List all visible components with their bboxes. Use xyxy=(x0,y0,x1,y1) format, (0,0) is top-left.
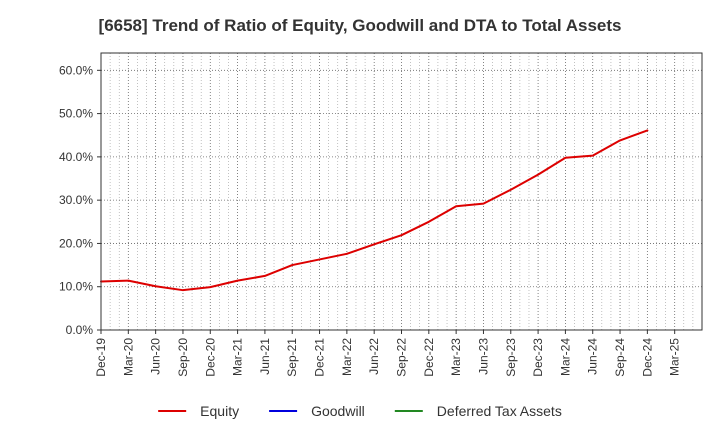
x-tick-label: Dec-22 xyxy=(422,338,436,377)
x-tick-label: Sep-20 xyxy=(176,338,190,377)
legend: Equity Goodwill Deferred Tax Assets xyxy=(158,403,562,419)
x-tick-label: Jun-24 xyxy=(586,338,600,375)
y-tick-label: 0.0% xyxy=(66,323,94,337)
series-line-equity xyxy=(100,129,649,292)
x-tick-label: Mar-24 xyxy=(558,338,572,376)
x-tick-label: Sep-24 xyxy=(613,338,627,377)
x-tick-label: Mar-20 xyxy=(121,338,135,376)
legend-label-goodwill: Goodwill xyxy=(311,403,365,419)
x-tick-label: Jun-22 xyxy=(367,338,381,375)
x-tick-label: Mar-21 xyxy=(231,338,245,376)
legend-label-equity: Equity xyxy=(200,403,239,419)
x-tick-label: Sep-21 xyxy=(285,338,299,377)
grid xyxy=(100,53,703,331)
y-tick-label: 50.0% xyxy=(59,107,93,121)
y-tick-label: 20.0% xyxy=(59,236,93,250)
x-tick-label: Dec-20 xyxy=(203,338,217,377)
x-tick-label: Jun-20 xyxy=(149,338,163,375)
x-axis: Dec-19 Mar-20 Jun-20 Sep-20 Dec-20 Mar-21 Jun-… xyxy=(94,330,682,377)
y-tick-label: 60.0% xyxy=(59,63,93,77)
x-tick-label: Dec-21 xyxy=(313,338,327,377)
x-tick-label: Dec-24 xyxy=(640,338,654,377)
x-tick-label: Mar-22 xyxy=(340,338,354,376)
y-axis: 0.0% 10.0% 20.0% 30.0% 40.0% 50.0% 60.0% xyxy=(59,63,101,337)
x-tick-label: Mar-25 xyxy=(668,338,682,376)
y-tick-label: 30.0% xyxy=(59,193,93,207)
x-tick-label: Jun-21 xyxy=(258,338,272,375)
x-tick-label: Dec-23 xyxy=(531,338,545,377)
series-layer xyxy=(100,129,649,292)
chart-title: [6658] Trend of Ratio of Equity, Goodwil… xyxy=(99,16,622,35)
x-tick-label: Dec-19 xyxy=(94,338,108,377)
x-tick-label: Sep-23 xyxy=(504,338,518,377)
y-tick-label: 40.0% xyxy=(59,150,93,164)
y-tick-label: 10.0% xyxy=(59,280,93,294)
x-tick-label: Sep-22 xyxy=(395,338,409,377)
x-tick-label: Mar-23 xyxy=(449,338,463,376)
legend-label-deferred-tax-assets: Deferred Tax Assets xyxy=(437,403,562,419)
x-tick-label: Jun-23 xyxy=(476,338,490,375)
